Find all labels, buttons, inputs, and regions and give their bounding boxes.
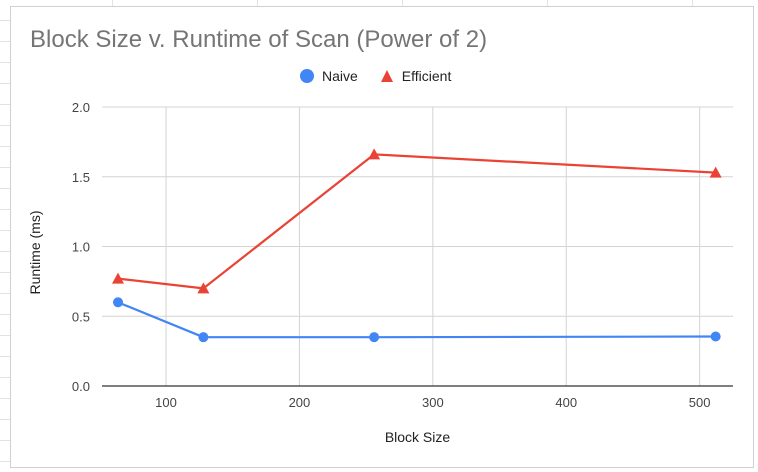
x-tick-label: 200: [289, 395, 311, 410]
data-point-efficient: [368, 148, 381, 160]
data-point-efficient: [709, 166, 722, 178]
y-tick-label: 1.0: [72, 240, 90, 255]
legend-marker-naive: [300, 69, 314, 83]
chart-title: Block Size v. Runtime of Scan (Power of …: [30, 26, 488, 53]
x-tick-label: 300: [422, 395, 444, 410]
chart-card: [10, 6, 754, 468]
data-point-efficient: [197, 282, 210, 294]
legend: Naive Efficient: [300, 66, 473, 86]
series-line-efficient: [117, 153, 716, 290]
legend-label-naive: Naive: [322, 68, 358, 84]
legend-marker-efficient: [380, 70, 393, 82]
data-point-efficient: [112, 272, 125, 284]
legend-item-efficient: Efficient: [380, 68, 452, 84]
legend-item-naive: Naive: [300, 68, 358, 84]
data-point-naive: [710, 331, 721, 342]
x-tick-label: 500: [689, 395, 711, 410]
x-tick-label: 100: [155, 395, 177, 410]
data-point-naive: [113, 297, 124, 308]
y-axis-title: Runtime (ms): [27, 210, 43, 294]
x-tick-label: 400: [555, 395, 577, 410]
data-point-naive: [198, 332, 209, 343]
data-point-naive: [369, 332, 380, 343]
x-axis-title: Block Size: [385, 429, 451, 445]
y-tick-label: 0.0: [72, 379, 90, 394]
y-tick-label: 1.5: [72, 170, 90, 185]
y-tick-label: 0.5: [72, 309, 90, 324]
legend-label-efficient: Efficient: [401, 68, 452, 84]
y-tick-label: 2.0: [72, 100, 90, 115]
series-line-naive: [117, 301, 716, 339]
